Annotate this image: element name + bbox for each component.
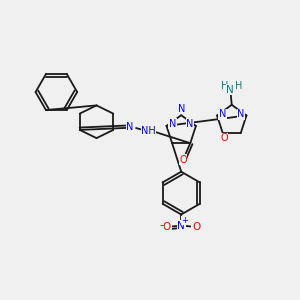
Text: NH: NH: [141, 126, 156, 136]
Text: O: O: [192, 222, 200, 232]
Text: H: H: [236, 80, 243, 91]
Text: N: N: [186, 118, 194, 128]
Text: N: N: [177, 221, 185, 231]
Text: N: N: [237, 109, 245, 119]
Text: N: N: [169, 118, 176, 128]
Text: +: +: [182, 216, 188, 225]
Text: N: N: [226, 85, 234, 95]
Text: H: H: [220, 80, 228, 91]
Text: -: -: [159, 219, 164, 232]
Text: O: O: [179, 155, 187, 165]
Text: N: N: [178, 104, 185, 114]
Text: N: N: [126, 122, 134, 132]
Text: O: O: [220, 133, 228, 143]
Text: O: O: [163, 222, 171, 232]
Text: N: N: [219, 109, 226, 119]
